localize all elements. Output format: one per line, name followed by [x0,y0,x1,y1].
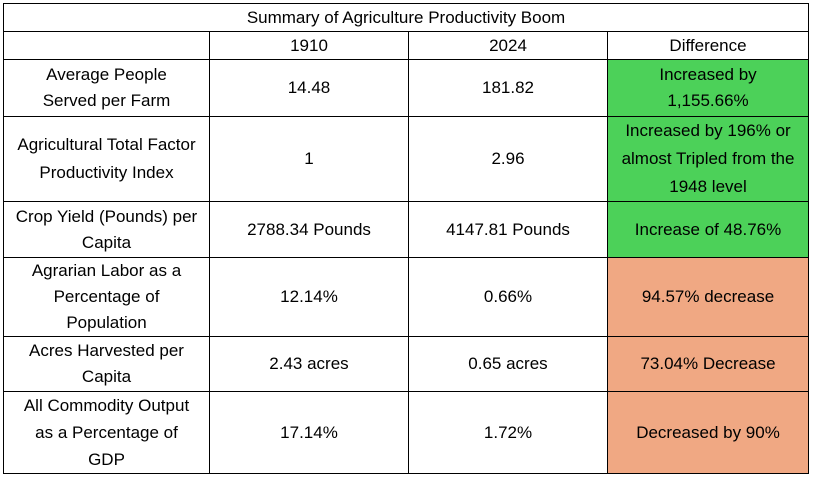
value-2024: 0.66% [408,257,608,337]
row-label: Crop Yield (Pounds) per Capita [15,206,198,252]
difference-text: Increased by 1,155.66% [659,65,757,110]
row-label-cell: Average People Served per Farm [3,59,210,117]
table-row: Crop Yield (Pounds) per Capita 2788.34 P… [3,201,810,258]
table-title: Summary of Agriculture Productivity Boom [2,3,810,32]
header-2024: 2024 [408,31,608,60]
value-2024: 1.72% [408,391,608,474]
difference-cell-increase: Increased by 1,155.66% [606,59,810,117]
table-title-row: Summary of Agriculture Productivity Boom [2,3,810,32]
value-1910: 14.48 [209,59,409,117]
table-row: Agricultural Total Factor Productivity I… [3,116,810,202]
header-1910: 1910 [209,31,409,60]
agriculture-summary-table: Summary of Agriculture Productivity Boom… [2,3,810,474]
table-row: Agrarian Labor as a Percentage of Popula… [3,257,810,337]
value-1910: 12.14% [209,257,409,337]
row-label: Agricultural Total Factor Productivity I… [17,135,196,182]
value-1910: 17.14% [209,391,409,474]
value-2024: 2.96 [408,116,608,202]
value-1910: 2.43 acres [209,336,409,392]
difference-cell-decrease: 94.57% decrease [606,257,810,337]
table-row: All Commodity Output as a Percentage of … [3,391,810,474]
row-label: All Commodity Output as a Percentage of … [23,396,190,469]
row-label-cell: Agrarian Labor as a Percentage of Popula… [3,257,210,337]
value-2024: 181.82 [408,59,608,117]
row-label: Acres Harvested per Capita [29,341,184,386]
difference-cell-increase: Increased by 196% or almost Tripled from… [606,116,810,202]
row-label: Agrarian Labor as a Percentage of Popula… [31,261,182,332]
value-1910: 1 [209,116,409,202]
row-label-cell: All Commodity Output as a Percentage of … [3,391,210,474]
value-1910: 2788.34 Pounds [209,201,409,258]
difference-cell-decrease: Decreased by 90% [606,391,810,474]
value-2024: 0.65 acres [408,336,608,392]
table-row: Average People Served per Farm 14.48 181… [3,59,810,117]
difference-cell-decrease: 73.04% Decrease [606,336,810,392]
table-header-row: 1910 2024 Difference [3,31,810,60]
row-label-cell: Agricultural Total Factor Productivity I… [3,116,210,202]
difference-cell-increase: Increase of 48.76% [606,201,810,258]
row-label: Average People Served per Farm [42,65,171,110]
row-label-cell: Acres Harvested per Capita [3,336,210,392]
value-2024: 4147.81 Pounds [408,201,608,258]
difference-text: Increased by 196% or almost Tripled from… [621,121,795,196]
table-row: Acres Harvested per Capita 2.43 acres 0.… [3,336,810,392]
header-empty-cell [3,31,210,60]
header-difference: Difference [606,31,810,60]
row-label-cell: Crop Yield (Pounds) per Capita [3,201,210,258]
